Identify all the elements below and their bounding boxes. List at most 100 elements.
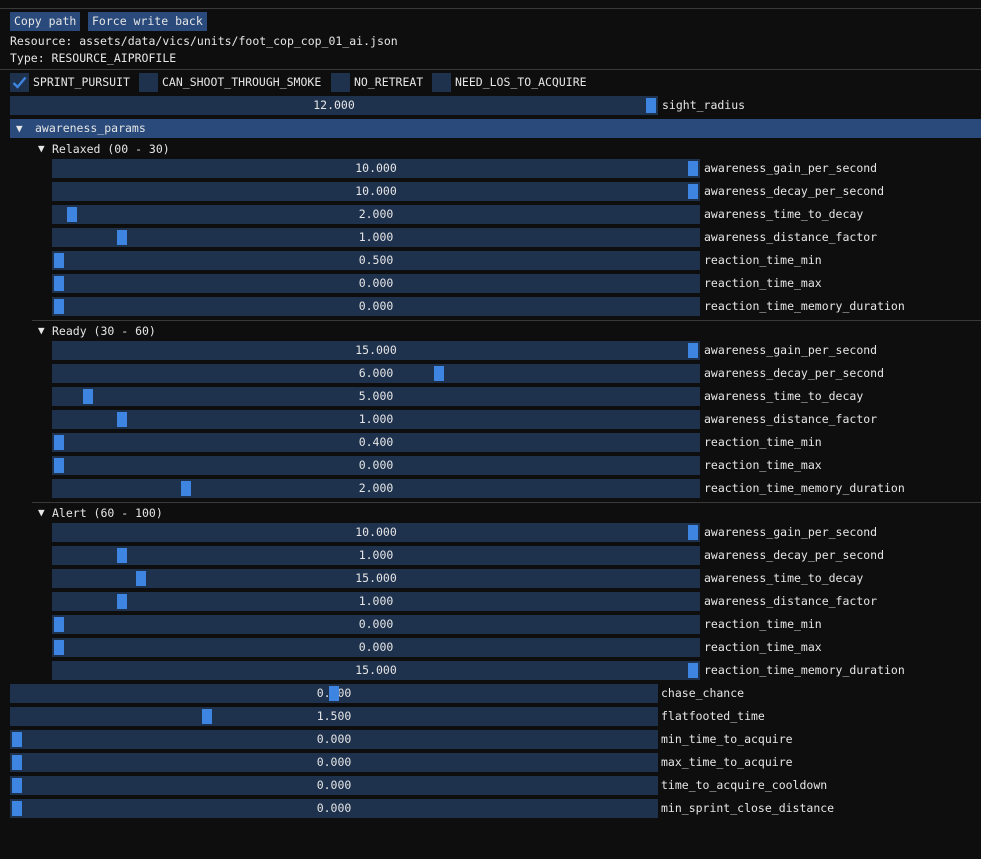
checkbox-box[interactable] (432, 73, 451, 92)
slider-grab[interactable] (12, 732, 22, 747)
awareness-params-header[interactable] (10, 119, 981, 138)
slider-grab[interactable] (54, 640, 64, 655)
slider-reaction-time-max[interactable]: 0.000 (52, 456, 700, 475)
slider-grab[interactable] (54, 617, 64, 632)
slider-grab[interactable] (688, 343, 698, 358)
force-write-back-button[interactable]: Force write back (88, 12, 207, 31)
slider-awareness-decay-per-second[interactable]: 6.000 (52, 364, 700, 383)
slider-grab[interactable] (54, 299, 64, 314)
slider-sight-radius[interactable]: 12.000 (10, 96, 658, 115)
slider-value: 0.500 (358, 253, 394, 267)
slider-grab[interactable] (646, 98, 656, 113)
slider-chase-chance[interactable]: 0.500 (10, 684, 658, 703)
slider-grab[interactable] (54, 458, 64, 473)
slider-value: 0.000 (358, 617, 394, 631)
slider-reaction-time-min[interactable]: 0.500 (52, 251, 700, 270)
slider-awareness-gain-per-second[interactable]: 10.000 (52, 523, 700, 542)
slider-grab[interactable] (12, 801, 22, 816)
group-title[interactable]: Relaxed (00 - 30) (52, 142, 170, 156)
slider-label: awareness_decay_per_second (704, 366, 885, 380)
slider-value: 0.000 (358, 276, 394, 290)
slider-grab[interactable] (54, 276, 64, 291)
slider-grab[interactable] (117, 594, 128, 609)
group-separator (32, 320, 981, 321)
copy-path-button[interactable]: Copy path (10, 12, 81, 31)
slider-value: 2.000 (358, 207, 394, 221)
slider-reaction-time-max[interactable]: 0.000 (52, 638, 700, 657)
slider-value: 0.000 (358, 299, 394, 313)
slider-grab[interactable] (12, 755, 22, 770)
slider-flatfooted-time[interactable]: 1.500 (10, 707, 658, 726)
expand-triangle-icon[interactable]: ▼ (16, 122, 23, 135)
slider-min-sprint-close-distance[interactable]: 0.000 (10, 799, 658, 818)
slider-grab[interactable] (180, 481, 191, 496)
slider-awareness-distance-factor[interactable]: 1.000 (52, 228, 700, 247)
slider-grab[interactable] (329, 686, 339, 701)
checkbox-box[interactable] (139, 73, 158, 92)
slider-label: reaction_time_memory_duration (704, 481, 905, 495)
slider-reaction-time-memory-duration[interactable]: 15.000 (52, 661, 700, 680)
slider-grab[interactable] (54, 435, 64, 450)
slider-grab[interactable] (117, 548, 128, 563)
slider-grab[interactable] (434, 366, 445, 381)
resource-path-text: Resource: assets/data/vics/units/foot_co… (10, 34, 398, 48)
slider-label: awareness_gain_per_second (704, 525, 878, 539)
window-top-border (0, 0, 981, 9)
slider-label: reaction_time_max (704, 640, 822, 654)
slider-awareness-gain-per-second[interactable]: 15.000 (52, 341, 700, 360)
slider-grab[interactable] (54, 253, 64, 268)
slider-grab[interactable] (117, 412, 128, 427)
group-title[interactable]: Alert (60 - 100) (52, 506, 163, 520)
slider-awareness-distance-factor[interactable]: 1.000 (52, 410, 700, 429)
slider-grab[interactable] (82, 389, 93, 404)
slider-reaction-time-memory-duration[interactable]: 0.000 (52, 297, 700, 316)
slider-value: 15.000 (355, 343, 397, 357)
slider-awareness-distance-factor[interactable]: 1.000 (52, 592, 700, 611)
slider-grab[interactable] (66, 207, 77, 222)
slider-grab[interactable] (688, 161, 698, 176)
group-expand-triangle-icon[interactable]: ▼ (38, 506, 45, 519)
slider-min-time-to-acquire[interactable]: 0.000 (10, 730, 658, 749)
slider-grab[interactable] (12, 778, 22, 793)
group-separator (32, 502, 981, 503)
slider-grab[interactable] (136, 571, 147, 586)
checkbox-label: NEED_LOS_TO_ACQUIRE (455, 75, 587, 89)
checkbox-box[interactable] (10, 73, 29, 92)
slider-reaction-time-min[interactable]: 0.000 (52, 615, 700, 634)
checkbox-label: SPRINT_PURSUIT (33, 75, 130, 89)
slider-grab[interactable] (688, 184, 698, 199)
slider-value: 0.000 (358, 458, 394, 472)
slider-reaction-time-memory-duration[interactable]: 2.000 (52, 479, 700, 498)
slider-value: 15.000 (355, 663, 397, 677)
slider-reaction-time-min[interactable]: 0.400 (52, 433, 700, 452)
checkbox-box[interactable] (331, 73, 350, 92)
slider-value: 0.000 (358, 640, 394, 654)
slider-label: awareness_time_to_decay (704, 389, 864, 403)
slider-grab[interactable] (688, 525, 698, 540)
group-title[interactable]: Ready (30 - 60) (52, 324, 156, 338)
slider-awareness-time-to-decay[interactable]: 5.000 (52, 387, 700, 406)
slider-label: min_time_to_acquire (661, 732, 793, 746)
slider-grab[interactable] (688, 663, 698, 678)
slider-awareness-decay-per-second[interactable]: 1.000 (52, 546, 700, 565)
group-expand-triangle-icon[interactable]: ▼ (38, 324, 45, 337)
slider-awareness-time-to-decay[interactable]: 2.000 (52, 205, 700, 224)
slider-reaction-time-max[interactable]: 0.000 (52, 274, 700, 293)
slider-value: 10.000 (355, 184, 397, 198)
slider-time-to-acquire-cooldown[interactable]: 0.000 (10, 776, 658, 795)
slider-label: awareness_gain_per_second (704, 343, 878, 357)
slider-grab[interactable] (202, 709, 213, 724)
slider-value: 1.000 (358, 230, 394, 244)
slider-label: chase_chance (661, 686, 745, 700)
slider-label: awareness_time_to_decay (704, 207, 864, 221)
slider-max-time-to-acquire[interactable]: 0.000 (10, 753, 658, 772)
slider-label: flatfooted_time (661, 709, 765, 723)
slider-awareness-time-to-decay[interactable]: 15.000 (52, 569, 700, 588)
slider-awareness-gain-per-second[interactable]: 10.000 (52, 159, 700, 178)
group-expand-triangle-icon[interactable]: ▼ (38, 142, 45, 155)
slider-label: awareness_decay_per_second (704, 184, 885, 198)
slider-label: awareness_distance_factor (704, 412, 878, 426)
slider-value: 0.000 (316, 778, 352, 792)
slider-awareness-decay-per-second[interactable]: 10.000 (52, 182, 700, 201)
slider-grab[interactable] (117, 230, 128, 245)
